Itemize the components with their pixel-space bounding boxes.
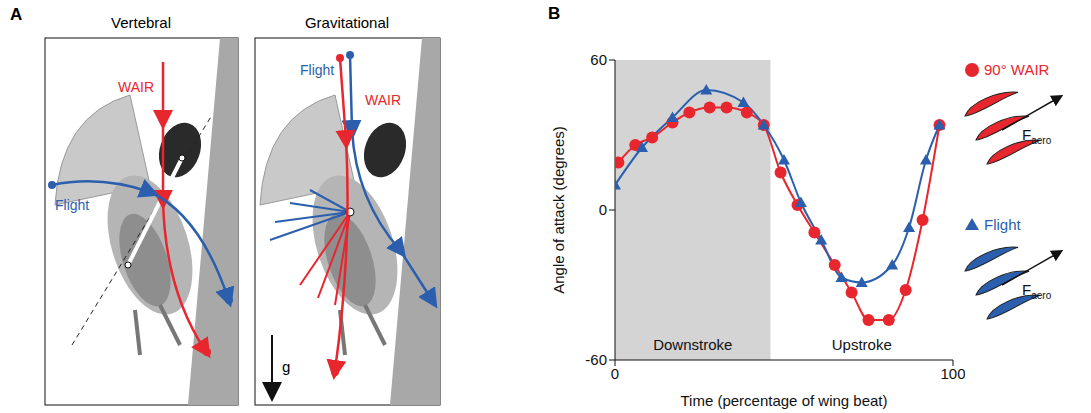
- svg-text:Vertebral: Vertebral: [111, 14, 171, 31]
- svg-text:g: g: [282, 358, 290, 375]
- svg-text:60: 60: [590, 51, 607, 68]
- svg-text:Faero: Faero: [1022, 126, 1052, 146]
- svg-text:0: 0: [599, 201, 607, 218]
- svg-text:Faero: Faero: [1022, 281, 1052, 301]
- svg-text:0: 0: [611, 365, 619, 382]
- html-text:B: B: [548, 4, 561, 23]
- svg-text:100: 100: [940, 365, 965, 382]
- svg-text:Downstroke: Downstroke: [653, 336, 732, 353]
- svg-text:Flight: Flight: [984, 216, 1022, 233]
- svg-text:Gravitational: Gravitational: [305, 14, 389, 31]
- svg-text:WAIR: WAIR: [118, 79, 154, 95]
- svg-text:-60: -60: [585, 351, 607, 368]
- svg-text:Angle of attack (degrees): Angle of attack (degrees): [550, 126, 567, 294]
- svg-text:Upstroke: Upstroke: [832, 336, 892, 353]
- svg-text:A: A: [10, 5, 22, 24]
- svg-text:Flight: Flight: [300, 62, 334, 78]
- svg-text:Flight: Flight: [55, 197, 89, 213]
- svg-text:90° WAIR: 90° WAIR: [984, 61, 1050, 78]
- svg-text:Time (percentage of wing beat): Time (percentage of wing beat): [680, 392, 887, 409]
- svg-text:WAIR: WAIR: [365, 92, 401, 108]
